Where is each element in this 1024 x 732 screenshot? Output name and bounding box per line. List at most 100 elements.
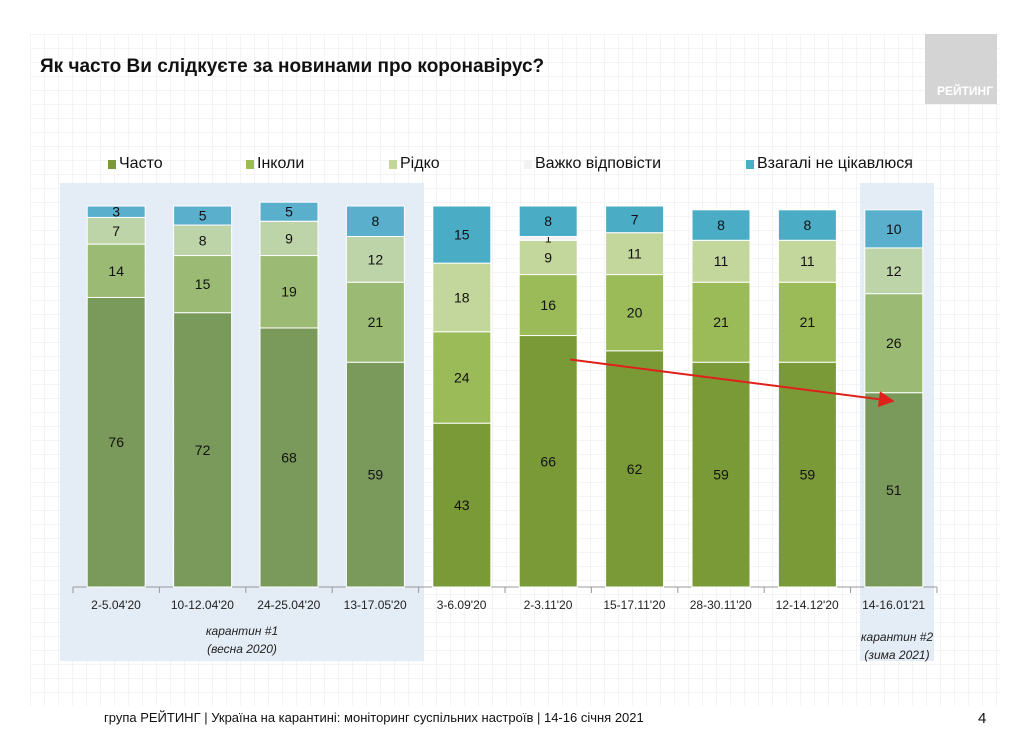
- quarantine-1-note: карантин #1 (весна 2020): [180, 622, 304, 658]
- data-label: 11: [800, 253, 815, 269]
- data-label: 11: [627, 246, 642, 262]
- data-label: 8: [372, 213, 380, 229]
- bar-segment-often: [518, 335, 578, 588]
- bar-segment-sometimes: [86, 243, 146, 298]
- data-label: 21: [713, 314, 729, 330]
- bar-segment-rarely: [86, 216, 146, 245]
- bar-segment-rarely: [777, 239, 837, 283]
- bar-segment-often: [86, 296, 146, 588]
- x-tick-label: 10-12.04'20: [170, 598, 234, 612]
- x-tick-label: 2-3.11'20: [523, 598, 573, 612]
- legend-item-sometimes: Інколи: [246, 155, 304, 173]
- data-label: 20: [627, 305, 643, 321]
- data-label: 3: [112, 204, 120, 220]
- data-label: 14: [108, 263, 124, 279]
- note-line: (зима 2021): [864, 648, 930, 662]
- data-label: 59: [800, 467, 816, 483]
- data-label: 15: [454, 227, 470, 243]
- logo-text: РЕЙТИНГ: [936, 84, 993, 98]
- bar-segment-sometimes: [518, 274, 578, 337]
- bar-segment-rarely: [518, 239, 578, 276]
- bar-segment-often: [173, 312, 233, 588]
- data-label: 5: [285, 204, 293, 220]
- bar-segment-not_interested: [173, 205, 233, 226]
- x-tick-label: 24-25.04'20: [257, 598, 321, 612]
- bar-segment-often: [777, 361, 837, 588]
- legend-label: Рідко: [400, 155, 440, 172]
- data-label: 8: [717, 217, 725, 233]
- legend: Часто Інколи Рідко Важко відповісти Взаг…: [0, 155, 1024, 175]
- bar-segment-not_interested: [86, 205, 146, 218]
- legend-swatch-sometimes: [246, 159, 254, 169]
- data-label: 5: [199, 208, 207, 224]
- chart-title: Як часто Ви слідкуєте за новинами про ко…: [40, 56, 545, 77]
- bar-segment-sometimes: [691, 281, 751, 363]
- footer-text: група РЕЙТИНГ | Україна на карантині: мо…: [104, 710, 644, 725]
- bar-segment-often: [864, 392, 924, 588]
- note-line: (весна 2020): [207, 642, 277, 656]
- bar-segment-sometimes: [259, 255, 319, 329]
- note-line: карантин #1: [205, 624, 279, 638]
- bar-segment-sometimes: [777, 281, 837, 363]
- bar-segment-rarely: [173, 224, 233, 257]
- bar-segment-not_interested: [345, 205, 405, 237]
- data-label: 8: [544, 213, 552, 229]
- data-label: 76: [108, 434, 124, 450]
- data-label: 11: [714, 253, 729, 269]
- data-label: 9: [544, 249, 552, 265]
- x-tick-label: 12-14.12'20: [775, 598, 839, 612]
- legend-item-often: Часто: [108, 155, 163, 173]
- legend-label: Взагалі не цікавлюся: [757, 155, 913, 172]
- legend-label: Часто: [119, 155, 163, 172]
- data-label: 15: [195, 276, 211, 292]
- data-label: 19: [281, 284, 297, 300]
- data-label: 43: [454, 497, 470, 513]
- bar-segment-not_interested: [518, 205, 578, 237]
- page-number: 4: [978, 710, 987, 727]
- legend-swatch-hard: [524, 159, 532, 169]
- data-label: 9: [285, 230, 293, 246]
- data-label: 7: [112, 223, 120, 239]
- data-label: 18: [454, 289, 470, 305]
- x-tick-label: 13-17.05'20: [343, 598, 407, 612]
- data-label: 12: [368, 251, 384, 267]
- legend-swatch-often: [108, 159, 116, 169]
- bar-segment-often: [345, 361, 405, 588]
- data-label: 59: [368, 467, 384, 483]
- trend-arrow: [570, 358, 895, 408]
- data-label: 51: [886, 482, 902, 498]
- legend-item-not-interested: Взагалі не цікавлюся: [746, 155, 913, 173]
- data-label: 7: [631, 211, 639, 227]
- data-label: 62: [627, 461, 643, 477]
- legend-item-rarely: Рідко: [389, 155, 440, 173]
- bar-segment-rarely: [691, 239, 751, 283]
- data-label: 24: [454, 369, 470, 385]
- legend-item-hard: Важко відповісти: [524, 155, 661, 173]
- bar-segment-not_interested: [777, 209, 837, 241]
- data-label: 16: [540, 297, 556, 313]
- bar-segment-rarely: [259, 220, 319, 257]
- data-label: 59: [713, 467, 729, 483]
- bar-segment-not_interested: [259, 201, 319, 222]
- x-tick-label: 15-17.11'20: [603, 598, 666, 612]
- data-label: 1: [545, 231, 552, 245]
- data-label: 68: [281, 449, 297, 465]
- bar-segment-not_interested: [691, 209, 751, 241]
- legend-label: Важко відповісти: [535, 155, 662, 172]
- data-label: 8: [804, 217, 812, 233]
- x-tick-label: 2-5.04'20: [91, 598, 141, 612]
- bar-segment-not_interested: [864, 209, 924, 249]
- bar-segment-often: [432, 422, 492, 588]
- bar-segment-often: [605, 350, 665, 588]
- bar-segment-rarely: [432, 262, 492, 333]
- bar-segment-rarely: [345, 235, 405, 283]
- x-tick-label: 3-6.09'20: [436, 598, 487, 612]
- rating-logo: РЕЙТИНГ: [925, 34, 997, 104]
- data-label: 12: [886, 263, 902, 279]
- bar-segment-not_interested: [432, 205, 492, 264]
- data-label: 21: [800, 314, 816, 330]
- x-tick-label: 28-30.11'20: [689, 598, 752, 612]
- x-tick-label: 14-16.01'21: [862, 598, 926, 612]
- data-label: 66: [540, 453, 556, 469]
